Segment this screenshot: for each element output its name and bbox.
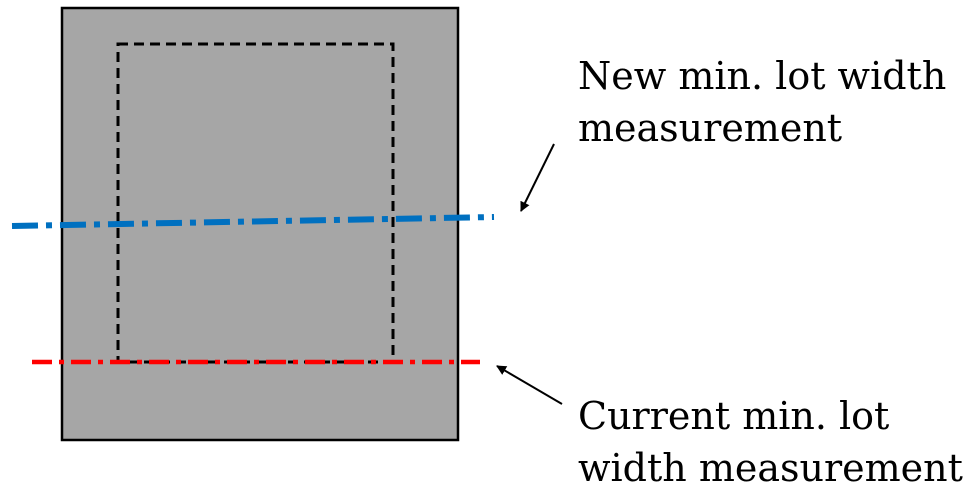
new-measurement-arrow xyxy=(520,143,555,212)
current-measurement-label: Current min. lot width measurement xyxy=(578,390,963,494)
current-measurement-label-line2: width measurement xyxy=(578,446,963,490)
new-measurement-label: New min. lot width measurement xyxy=(578,50,946,154)
current-measurement-arrow xyxy=(496,365,563,405)
current-measurement-label-line1: Current min. lot xyxy=(578,394,890,438)
building-envelope-dashed xyxy=(116,42,395,364)
new-measurement-label-line1: New min. lot width xyxy=(578,54,947,98)
new-measurement-line xyxy=(11,214,495,229)
new-measurement-label-line2: measurement xyxy=(578,106,843,150)
